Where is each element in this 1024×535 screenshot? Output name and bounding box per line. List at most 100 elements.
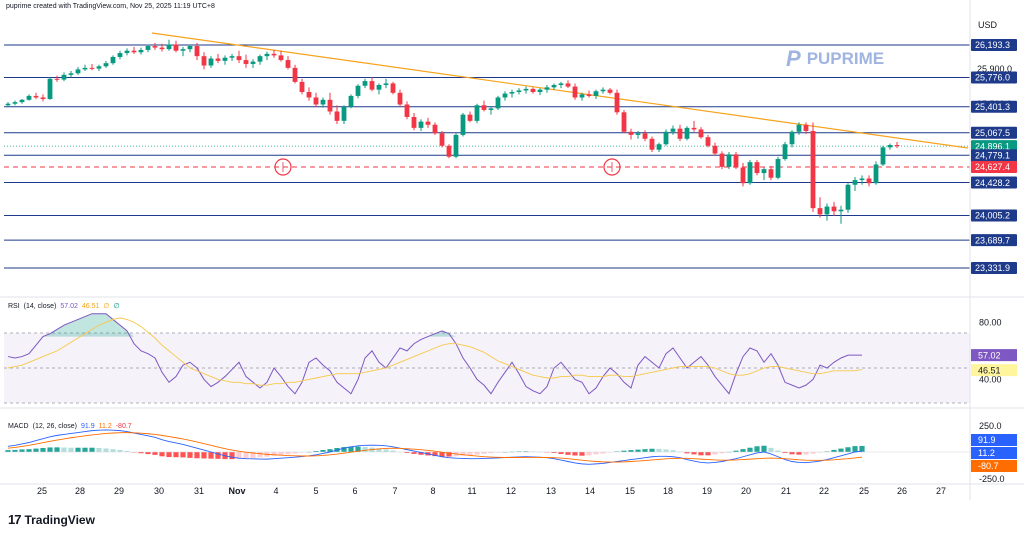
- candle-body: [838, 209, 844, 212]
- histogram-legend-value: -80.7: [115, 423, 132, 430]
- macd-hist-bar: [691, 452, 697, 455]
- candle-body: [306, 92, 312, 98]
- macd-hist-bar: [579, 452, 585, 456]
- macd-hist-bar: [362, 447, 368, 452]
- price-label-bg: [971, 140, 1017, 153]
- candle-body: [726, 154, 732, 167]
- axis-value-labels: 26,193.3 25,776.0 25,401.3 25,067.5 24,896.1…: [971, 39, 1017, 472]
- candle-body: [257, 56, 263, 62]
- candle-body: [887, 145, 893, 148]
- time-tick-5: Nov: [228, 486, 245, 496]
- macd-hist-bar: [768, 447, 774, 452]
- macd-hist-bar: [467, 452, 473, 456]
- price-pane[interactable]: [4, 32, 970, 269]
- time-tick-15: 15: [625, 486, 635, 496]
- rsi-legend[interactable]: RSI (14, close) 57.02 46.51 ∅ ∅: [8, 302, 124, 310]
- macd-hist-bar: [110, 449, 116, 452]
- macd-hist-bar: [754, 446, 760, 452]
- time-tick-23: 27: [936, 486, 946, 496]
- macd-hist-bar: [649, 448, 655, 452]
- candle-body: [439, 133, 445, 146]
- candle-body: [880, 147, 886, 165]
- candle-body: [453, 134, 459, 157]
- rsi-line: [7, 313, 862, 395]
- macd-hist-bar: [684, 452, 690, 454]
- candle-body: [348, 95, 354, 107]
- candle-body: [796, 124, 802, 132]
- macd-hist-bar: [138, 452, 144, 454]
- macd-hist-bar: [355, 446, 361, 452]
- time-tick-12: 12: [506, 486, 516, 496]
- macd-hist-bar: [201, 452, 207, 459]
- macd-hist-bar: [173, 452, 179, 458]
- macd-hist-bar: [789, 452, 795, 455]
- macd-hist-bar: [236, 452, 242, 459]
- macd-hist-bar: [642, 449, 648, 452]
- candle-body: [530, 88, 536, 93]
- signal-legend-value: 11.2: [98, 423, 112, 430]
- macd-hist-bar: [628, 450, 634, 452]
- candle-body: [432, 124, 438, 134]
- macd-hist-bar: [810, 452, 816, 454]
- candle-body: [47, 78, 53, 100]
- time-tick-8: 6: [352, 486, 357, 496]
- candle-body: [54, 78, 60, 80]
- macd-legend[interactable]: MACD (12, 26, close) 91.9 11.2 -80.7: [8, 423, 136, 430]
- macd-hist-bar: [593, 452, 599, 455]
- time-tick-17: 19: [702, 486, 712, 496]
- candle-body: [243, 60, 249, 64]
- signal-line: [7, 432, 863, 463]
- tradingview-logo-icon: 17: [8, 512, 22, 527]
- macd-hist-bar: [670, 450, 676, 452]
- macd-hist-bar: [159, 452, 165, 457]
- candle-body: [124, 50, 130, 54]
- macd-hist-bar: [271, 452, 277, 456]
- marker-circle-1: [603, 158, 621, 176]
- macd-hist-bar: [96, 448, 102, 452]
- candle-body: [712, 145, 718, 154]
- price-label-11: 23,331.9: [971, 262, 1017, 274]
- macd-hist-bar: [411, 452, 417, 454]
- marker-circle-0: [274, 158, 292, 176]
- candle-body: [649, 138, 655, 150]
- rsi-legend-extra-2: ∅: [113, 303, 120, 310]
- candle-body: [390, 83, 396, 93]
- macd-hist-bar: [103, 448, 109, 452]
- candle-body: [89, 67, 95, 69]
- price-label-text: 25,401.3: [975, 102, 1010, 112]
- price-label-7: 24,627.4: [971, 161, 1017, 174]
- candle-body: [411, 116, 417, 128]
- candle-body: [782, 144, 788, 160]
- candle-body: [614, 92, 620, 113]
- tradingview-logo[interactable]: 17 TradingView: [8, 512, 95, 527]
- candle-body: [558, 83, 564, 86]
- price-axis[interactable]: USD 25,900.025,500.080.0040.00250.0-250.…: [977, 20, 1012, 484]
- candle-body: [180, 49, 186, 51]
- rsi-ma-line: [7, 317, 863, 386]
- rsi-pane[interactable]: [4, 313, 970, 404]
- rsi-legend-params: (14, close): [23, 303, 57, 310]
- macd-value-label: 91.9: [978, 435, 996, 445]
- macd-hist-bar: [180, 452, 186, 458]
- macd-hist-bar: [19, 449, 25, 452]
- candle-body: [677, 128, 683, 139]
- candle-body: [656, 144, 662, 150]
- macd-hist-bar: [292, 452, 298, 454]
- candle-body: [418, 121, 424, 128]
- time-tick-0: 25: [37, 486, 47, 496]
- candle-body: [740, 167, 746, 184]
- time-axis[interactable]: 25 28 29 30 31 Nov 4 5 6 7 8 11 12 13 14 15 18 19 20 21 22 25…: [37, 486, 946, 496]
- candle-body: [600, 89, 606, 92]
- candle-body: [502, 93, 508, 98]
- macd-value-label: 11.2: [978, 448, 995, 458]
- time-tick-10: 8: [430, 486, 435, 496]
- macd-hist-bar: [229, 452, 235, 460]
- candle-body: [446, 145, 452, 157]
- candle-body: [621, 112, 627, 132]
- macd-pane[interactable]: [4, 429, 970, 465]
- price-label-1: 25,776.0: [971, 71, 1017, 84]
- macd-hist-bar: [747, 447, 753, 452]
- candle-body: [250, 61, 256, 64]
- price-label-bg: [971, 71, 1017, 84]
